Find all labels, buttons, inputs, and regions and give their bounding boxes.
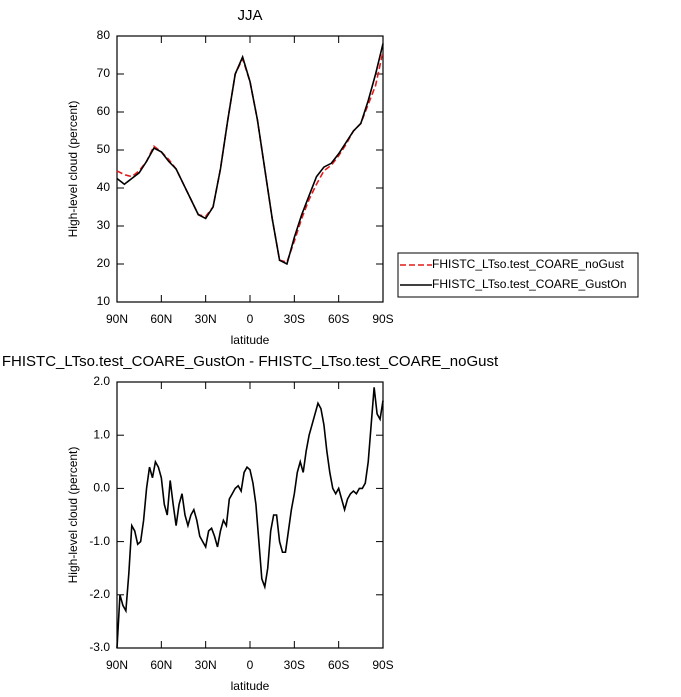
y-tick-label: 70 bbox=[97, 66, 111, 80]
x-tick-label: 30N bbox=[195, 658, 217, 672]
x-tick-label: 60S bbox=[328, 312, 349, 326]
y-axis-label: High-level cloud (percent) bbox=[66, 447, 80, 584]
x-tick-label: 0 bbox=[247, 312, 254, 326]
y-tick-label: 2.0 bbox=[93, 374, 110, 388]
plot-frame bbox=[116, 381, 384, 649]
legend-label: FHISTC_LTso.test_COARE_noGust bbox=[432, 257, 625, 271]
chart-title: JJA bbox=[237, 7, 262, 24]
x-tick-label: 90N bbox=[106, 312, 128, 326]
y-axis-label: High-level cloud (percent) bbox=[66, 101, 80, 238]
x-tick-label: 60S bbox=[328, 658, 349, 672]
x-tick-label: 90S bbox=[372, 658, 393, 672]
x-tick-label: 60N bbox=[150, 312, 172, 326]
data-line bbox=[116, 43, 384, 266]
y-tick-label: 30 bbox=[97, 218, 111, 232]
plot-frame bbox=[116, 35, 384, 303]
y-tick-label: -3.0 bbox=[89, 640, 110, 654]
y-tick-label: 10 bbox=[97, 294, 111, 308]
x-tick-label: 0 bbox=[247, 658, 254, 672]
y-tick-label: -1.0 bbox=[89, 534, 110, 548]
data-line bbox=[116, 387, 384, 649]
x-axis-label: latitude bbox=[231, 333, 270, 347]
y-tick-label: 0.0 bbox=[93, 481, 110, 495]
x-tick-label: 60N bbox=[150, 658, 172, 672]
y-tick-label: 60 bbox=[97, 104, 111, 118]
y-tick-label: 40 bbox=[97, 180, 111, 194]
x-tick-label: 90S bbox=[372, 312, 393, 326]
x-tick-label: 30S bbox=[284, 658, 305, 672]
legend-box bbox=[397, 252, 639, 298]
y-tick-label: 50 bbox=[97, 142, 111, 156]
y-tick-label: 1.0 bbox=[93, 427, 110, 441]
x-tick-label: 30S bbox=[284, 312, 305, 326]
y-tick-label: 80 bbox=[97, 28, 111, 42]
legend-label: FHISTC_LTso.test_COARE_GustOn bbox=[432, 277, 627, 291]
x-tick-label: 90N bbox=[106, 658, 128, 672]
chart-title: FHISTC_LTso.test_COARE_GustOn - FHISTC_L… bbox=[2, 353, 499, 370]
x-axis-label: latitude bbox=[231, 679, 270, 693]
y-tick-label: 20 bbox=[97, 256, 111, 270]
x-tick-label: 30N bbox=[195, 312, 217, 326]
y-tick-label: -2.0 bbox=[89, 587, 110, 601]
